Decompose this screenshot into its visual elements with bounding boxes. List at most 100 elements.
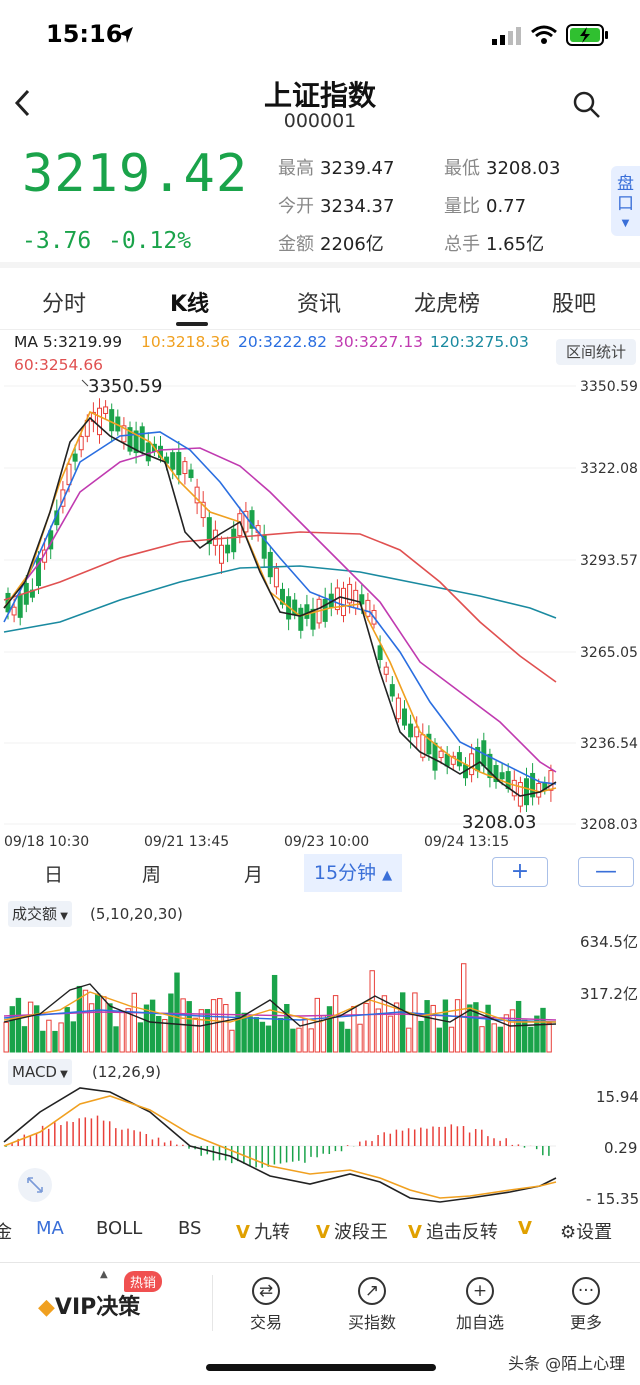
volume-bar [290,1028,296,1053]
caret-up-icon: ▲ [382,868,393,883]
volume-bar [223,1004,229,1053]
volume-bar [113,1026,119,1053]
stock-name: 上证指数 [263,79,376,112]
tab-news[interactable]: 资讯 [297,292,342,317]
ma120-line [3,565,557,633]
dif-line [3,1087,557,1203]
indicator-ma[interactable]: MA [36,1218,64,1239]
period-week[interactable]: 周 [142,864,162,886]
volume-indicator-selector[interactable]: 成交额 ▼ [8,901,72,927]
volume-bar [137,1022,144,1053]
zoom-in-button[interactable]: + [492,857,548,887]
active-tab-indicator [176,322,208,326]
volume-bar [278,1017,284,1053]
candle-body [499,772,505,780]
period-day[interactable]: 日 [44,864,64,886]
candle-body [298,607,304,631]
candle-body [170,452,176,470]
candle-body [78,436,84,451]
volume-chart[interactable] [0,926,560,1054]
location-arrow-icon [119,27,133,43]
back-arrow-icon[interactable] [12,88,32,118]
volume-bar [387,1015,394,1053]
volume-bar [131,992,138,1053]
volume-bar [235,991,241,1053]
candle-body [225,544,231,554]
candle-body [121,425,127,443]
candle-body [261,535,267,559]
indicator-boduan[interactable]: V 波段王 [316,1222,388,1243]
vip-decision-button[interactable]: ◆VIP决策 [38,1295,141,1320]
tab-intraday[interactable]: 分时 [42,292,87,317]
macd-params: (12,26,9) [92,1063,161,1081]
candle-body [103,406,109,414]
more-button[interactable]: ··· 更多 [546,1277,626,1333]
volume-bar [461,963,467,1053]
volume-label: 成交额 [12,905,58,923]
candle-body [365,599,371,617]
buy-index-button[interactable]: ↗ 买指数 [332,1277,412,1333]
candle-body [145,442,151,462]
range-stats-button[interactable]: 区间统计 [556,339,636,365]
divider [212,1275,213,1331]
indicator-zhuiji[interactable]: V 追击反转 [408,1222,498,1243]
volume-bar [473,1002,479,1053]
indicator-boll[interactable]: BOLL [96,1218,143,1239]
period-15min[interactable]: 15分钟 ▲ [304,854,402,892]
yaxis-tick: 3322.08 [580,461,638,477]
volume-bar [76,985,83,1053]
tab-dragon-tiger[interactable]: 龙虎榜 [414,292,481,317]
indicator-gold[interactable]: 金 [0,1222,12,1243]
search-icon[interactable] [572,90,602,120]
macd-indicator-selector[interactable]: MACD ▼ [8,1059,72,1085]
tab-kline[interactable]: K线 [170,292,210,317]
volume-bar [15,997,22,1053]
ma5-line [3,416,557,797]
volume-bar [95,993,101,1053]
price-change: -3.76 [22,228,92,254]
volume-bar [229,1029,235,1053]
candle-body [444,753,450,767]
vol-ma5-line [3,983,557,1027]
yaxis-tick: 3293.57 [580,553,638,569]
volume-bar [406,1027,412,1053]
period-month[interactable]: 月 [244,864,264,886]
macd-mid-label: 0.29 [604,1139,638,1157]
candle-body [249,510,255,529]
pankou-button[interactable]: 盘口 ▼ [611,166,640,236]
indicator-bs[interactable]: BS [178,1218,202,1239]
xaxis-tick: 09/18 10:30 [4,834,90,850]
candle-body [273,567,279,588]
indicator-jiuzhuan[interactable]: V 九转 [236,1222,290,1243]
clock: 15:16 [46,20,123,48]
high-marker: 3350.59 [88,376,162,397]
candle-body [133,430,139,454]
volume-bar [534,1015,540,1053]
volume-params: (5,10,20,30) [90,905,183,923]
battery-charging-icon [566,24,608,46]
yaxis-tick: 3265.05 [580,645,638,661]
candle-body [17,593,23,618]
volume-bar [241,1012,247,1053]
volume-bar [308,1028,314,1053]
macd-chart[interactable] [0,1082,560,1212]
vip-v-icon: V [408,1222,422,1243]
candle-body [243,510,249,533]
macd-label: MACD [12,1063,57,1081]
tab-forum[interactable]: 股吧 [552,292,597,317]
volume-bar [497,1026,504,1053]
volume-bar [454,999,461,1053]
volume-bar [540,1007,546,1053]
volume-bar [198,1009,205,1053]
add-watchlist-button[interactable]: + 加自选 [440,1277,520,1333]
settings-button[interactable]: ⚙设置 [560,1222,613,1243]
zoom-out-button[interactable]: — [578,857,634,887]
caret-up-icon: ▲ [100,1269,108,1280]
volume-bar [52,1030,58,1053]
volume-bar [253,1017,260,1053]
kline-chart[interactable]: 3350.59 3208.03 [0,372,640,832]
candle-body [127,427,133,452]
trade-button[interactable]: ⇄ 交易 [226,1277,306,1333]
candle-body [408,723,414,738]
candle-body [11,606,17,616]
